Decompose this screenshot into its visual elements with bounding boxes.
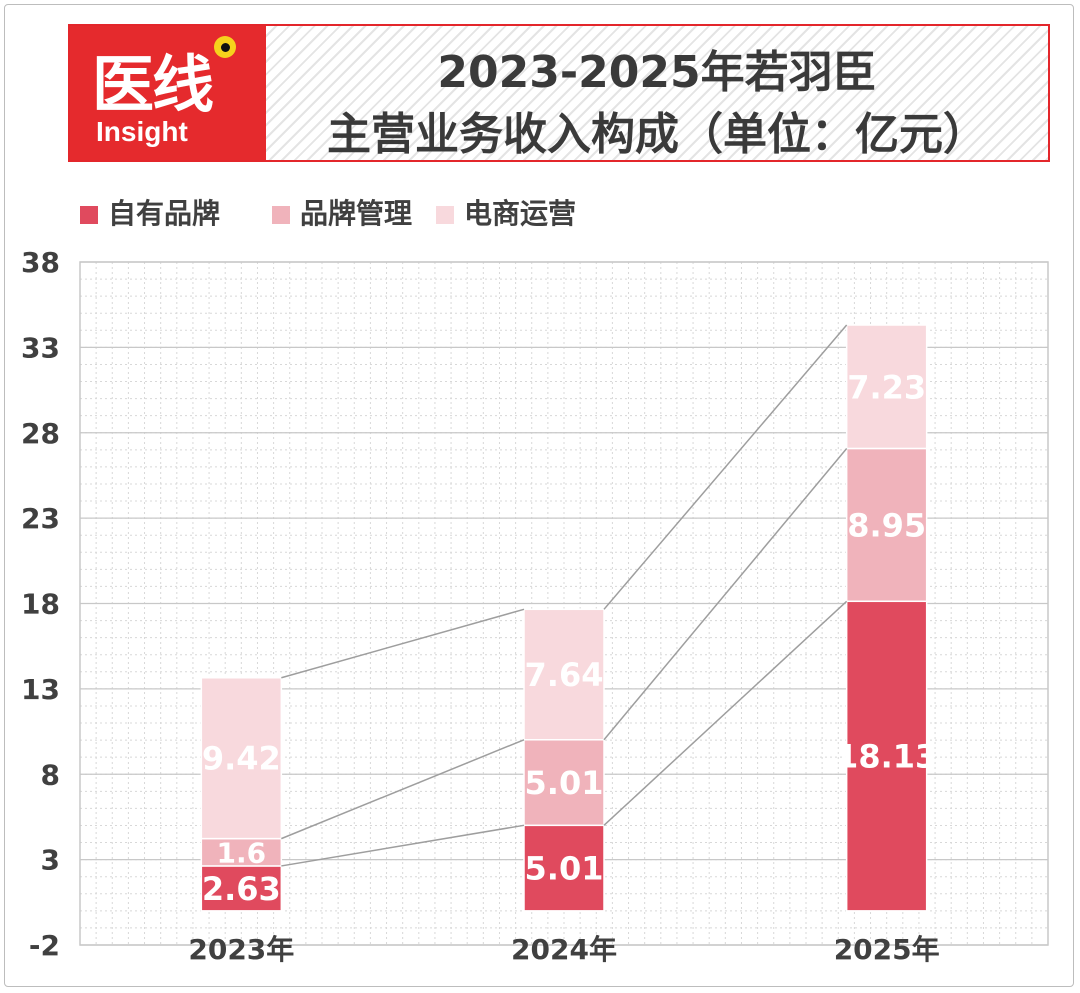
logo-eye-icon <box>214 36 236 58</box>
header-hatch-background <box>265 26 1048 160</box>
series-connector-line <box>281 608 525 679</box>
legend-swatch-own-brand <box>80 206 98 224</box>
y-tick-label: 23 <box>21 502 60 535</box>
legend-label: 品牌管理 <box>300 197 413 230</box>
legend-label: 电商运营 <box>464 197 577 230</box>
y-tick-label: 28 <box>21 417 60 450</box>
legend-label: 自有品牌 <box>108 197 221 230</box>
y-tick-label: 38 <box>21 246 60 279</box>
data-label: 5.01 <box>525 764 604 802</box>
legend-swatch-brand-management <box>272 206 290 224</box>
data-label: 18.13 <box>836 738 937 776</box>
series-connector-line <box>603 600 848 826</box>
data-label: 5.01 <box>525 850 604 888</box>
bar-segment <box>523 739 605 827</box>
bar-segment <box>523 608 605 741</box>
x-category-label: 2025年 <box>834 933 940 966</box>
y-tick-label: -2 <box>29 929 60 962</box>
chart-title: 2023-2025年若羽臣 <box>437 47 877 98</box>
bar-segment <box>845 447 928 603</box>
bar-segment <box>200 865 283 912</box>
data-label: 7.23 <box>847 368 926 406</box>
logo-subtext: Insight <box>96 116 188 147</box>
x-category-label: 2024年 <box>511 933 617 966</box>
y-tick-label: 13 <box>21 673 60 706</box>
series-connector-line <box>281 739 525 840</box>
series-connector-line <box>281 824 525 867</box>
y-tick-label: 8 <box>41 758 60 791</box>
bar-segment <box>845 600 928 912</box>
bar-segment <box>200 837 283 867</box>
x-category-label: 2023年 <box>188 933 294 966</box>
logo-text: 医线 <box>92 48 214 121</box>
series-connector-line <box>603 324 848 610</box>
bar-segment <box>200 677 283 840</box>
data-label: 8.95 <box>847 506 926 544</box>
series-connector-line <box>603 447 848 741</box>
chart-subtitle: 主营业务收入构成（单位：亿元） <box>327 109 987 160</box>
plot-area-border <box>79 261 1049 946</box>
data-label: 2.63 <box>202 870 281 908</box>
data-label: 9.42 <box>202 740 281 778</box>
header-banner: 医线 Insight 2023-2025年若羽臣 主营业务收入构成（单位：亿元） <box>68 24 1050 162</box>
legend-swatch-ecommerce-ops <box>436 206 454 224</box>
bar-segment <box>845 324 928 450</box>
brand-logo: 医线 Insight <box>70 26 266 160</box>
y-tick-label: 33 <box>21 331 60 364</box>
y-tick-label: 18 <box>21 588 60 621</box>
data-label: 1.6 <box>217 836 267 869</box>
y-tick-label: 3 <box>41 844 60 877</box>
bar-segment <box>523 824 605 912</box>
data-label: 7.64 <box>525 656 604 694</box>
chart-frame <box>4 4 1074 987</box>
